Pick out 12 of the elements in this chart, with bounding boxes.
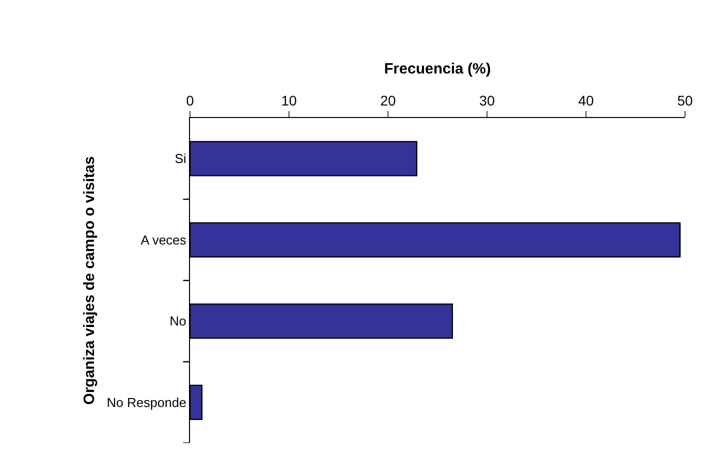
- x-axis-title: Frecuencia (%): [384, 60, 491, 78]
- x-tick-label: 50: [677, 92, 693, 108]
- x-tick-label: 0: [186, 92, 194, 108]
- x-tick-label: 40: [578, 92, 594, 108]
- x-tick-label: 30: [479, 92, 495, 108]
- y-tick-label: Si: [174, 151, 186, 166]
- y-tick-label: No Responde: [106, 394, 186, 410]
- y-tick-label: No: [170, 314, 186, 329]
- y-tick-label: A veces: [140, 232, 187, 248]
- y-axis-title: Organiza viajes de campo o visitas: [81, 156, 98, 405]
- x-tick-label: 10: [281, 92, 297, 108]
- x-tick-label: 20: [380, 92, 396, 108]
